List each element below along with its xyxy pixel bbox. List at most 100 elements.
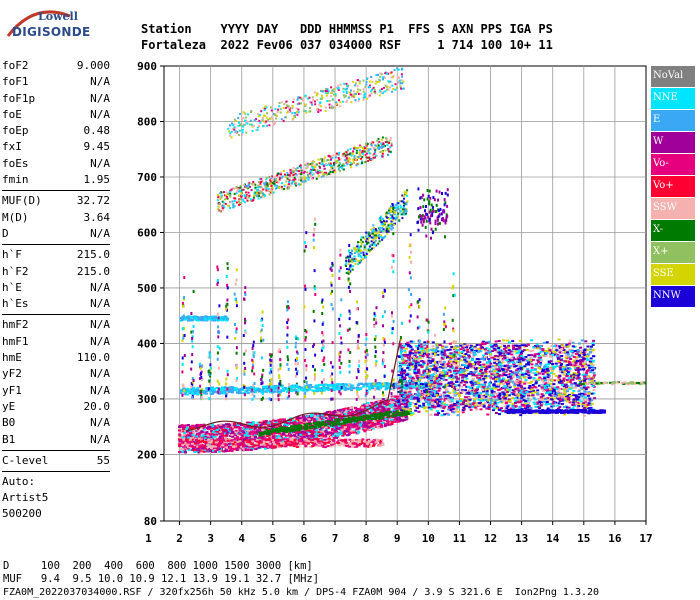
param-name: foF2 (2, 59, 29, 72)
param-value: 0.48 (83, 124, 111, 138)
legend-item: NNW (651, 286, 695, 307)
param-value: N/A (90, 416, 110, 430)
param-separator (2, 471, 110, 473)
x-tick-label: 9 (394, 532, 401, 545)
param-name: M(D) (2, 210, 29, 224)
param-row: h`Es N/A (2, 296, 110, 312)
x-tick-label: 16 (608, 532, 622, 545)
param-name: foF1 (2, 75, 29, 89)
param-row: fxI 9.45 (2, 139, 110, 155)
param-separator (2, 449, 110, 451)
param-row: h`F2 215.0 (2, 264, 110, 280)
param-row: yF2 N/A (2, 366, 110, 382)
param-name: yF2 (2, 367, 22, 381)
param-value: N/A (90, 297, 110, 311)
x-tick-label: 7 (332, 532, 339, 545)
param-row: h`E N/A (2, 280, 110, 296)
y-tick-label: 600 (137, 226, 157, 239)
param-value: 32.72 (76, 194, 110, 208)
x-tick-label: 15 (577, 532, 590, 545)
param-name: h`F (2, 248, 22, 262)
param-value: N/A (90, 432, 110, 446)
param-name: MUF(D) (2, 194, 42, 208)
legend-item: Vo+ (651, 176, 695, 197)
legend-item: NNE (651, 88, 695, 109)
footer-distance-row: D 100 200 400 600 800 1000 1500 3000 [km… (3, 560, 313, 572)
param-row: B1 N/A (2, 432, 110, 448)
param-name: foF1p (2, 91, 36, 105)
param-row: D N/A (2, 226, 110, 242)
logo-brand: Lowell (38, 10, 78, 23)
param-name: fmin (2, 173, 29, 187)
logo-swoosh-icon (6, 10, 71, 37)
param-value: N/A (90, 280, 110, 294)
param-name: hmE (2, 351, 22, 365)
param-value: 215.0 (76, 264, 110, 278)
param-value: N/A (90, 226, 110, 240)
param-row: MUF(D) 32.72 (2, 193, 110, 209)
param-row: foEs N/A (2, 156, 110, 172)
footer-muf-row: MUF 9.4 9.5 10.0 10.9 12.1 13.9 19.1 32.… (3, 573, 320, 585)
param-row: yF1 N/A (2, 383, 110, 399)
param-name: B0 (2, 416, 16, 430)
x-tick-label: 8 (363, 532, 370, 545)
param-value: 110.0 (76, 351, 110, 365)
param-row: C-level 55 (2, 453, 110, 469)
y-tick-label: 80 (144, 515, 157, 528)
param-row: M(D) 3.64 (2, 210, 110, 226)
param-value: N/A (90, 75, 110, 89)
param-row: hmE 110.0 (2, 350, 110, 366)
param-row: B0 N/A (2, 415, 110, 431)
auto-scaling-version: 500200 (2, 507, 42, 521)
y-tick-label: 700 (137, 171, 157, 184)
param-row: hmF1 N/A (2, 334, 110, 350)
param-value: 3.64 (83, 210, 111, 224)
x-tick-label: 5 (270, 532, 277, 545)
x-tick-label: 13 (515, 532, 528, 545)
param-row: foEp 0.48 (2, 123, 110, 139)
param-name: B1 (2, 432, 16, 446)
x-tick-label: 6 (301, 532, 308, 545)
legend-item: SSE (651, 264, 695, 285)
param-row: hmF2 N/A (2, 317, 110, 333)
param-value: N/A (90, 91, 110, 105)
param-name: h`F2 (2, 264, 29, 278)
footer-file-info: FZA0M_2022037034000.RSF / 320fx256h 50 k… (3, 587, 600, 598)
header-labels: Station YYYY DAY DDD HHMMSS P1 FFS S AXN… (141, 22, 553, 36)
param-separator (2, 244, 110, 246)
auto-scaling-program: Artist5 (2, 491, 49, 505)
x-tick-label: 3 (207, 532, 214, 545)
y-tick-label: 500 (137, 282, 157, 295)
param-value: N/A (90, 367, 110, 381)
param-name: yE (2, 399, 16, 413)
x-tick-label: 4 (238, 532, 245, 545)
param-name: foEs (2, 156, 29, 170)
param-value: 215.0 (76, 248, 110, 262)
param-name: D (2, 226, 9, 240)
parameter-panel: foF2 9.000 foF1 N/A foF1p N/A foE N/A foEp 0.48 fx… (2, 58, 110, 522)
x-tick-label: 12 (484, 532, 497, 545)
param-row: foF1 N/A (2, 74, 110, 90)
ionogram-trace-line (185, 339, 401, 432)
param-value: N/A (90, 334, 110, 348)
legend-item: Vo- (651, 154, 695, 175)
auto-scaling-label: Auto: (2, 475, 36, 489)
x-tick-label: 11 (453, 532, 467, 545)
param-name: foE (2, 107, 22, 121)
legend-item: X- (651, 220, 695, 241)
param-value: N/A (90, 156, 110, 170)
param-value: N/A (90, 318, 110, 332)
plot-frame (163, 65, 647, 522)
param-row: yE 20.0 (2, 399, 110, 415)
param-row: fmin 1.95 (2, 172, 110, 188)
x-tick-label: 2 (176, 532, 183, 545)
param-value: 1.95 (83, 173, 111, 187)
legend-item: X+ (651, 242, 695, 263)
y-tick-label: 400 (137, 337, 157, 350)
param-value: N/A (90, 107, 110, 121)
param-value: 20.0 (83, 399, 111, 413)
x-tick-label: 10 (422, 532, 435, 545)
x-tick-label: 17 (639, 532, 652, 545)
param-name: hmF2 (2, 318, 29, 332)
